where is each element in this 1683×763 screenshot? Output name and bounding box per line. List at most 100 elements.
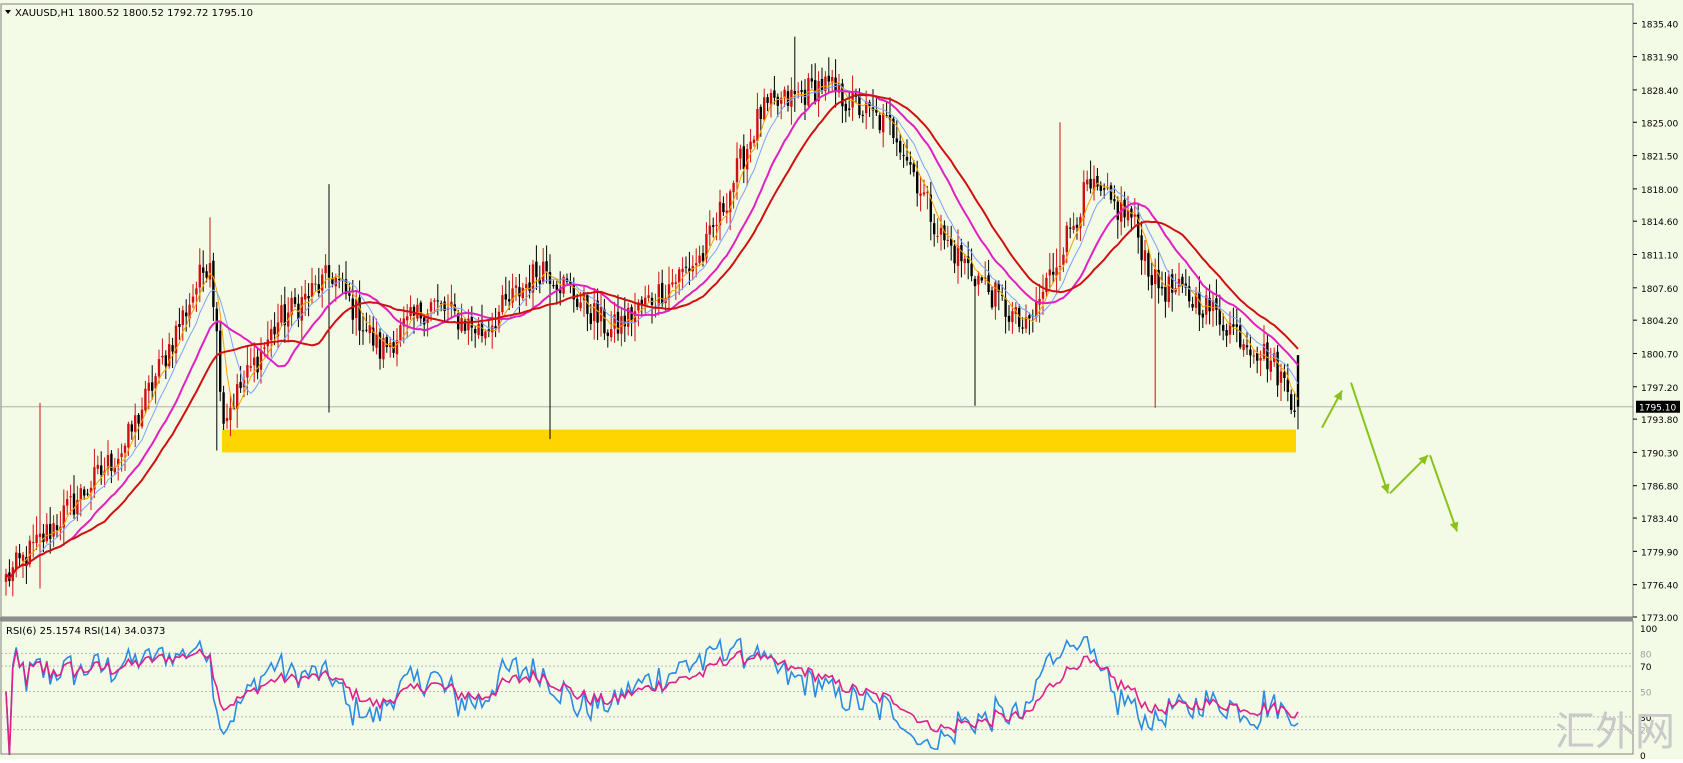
- candle-body: [644, 297, 647, 305]
- candle-body: [127, 423, 130, 448]
- candle-body: [18, 553, 21, 559]
- candle-body: [212, 260, 215, 308]
- candle-body: [423, 317, 426, 325]
- candle-body: [875, 109, 878, 113]
- candle-body: [933, 223, 936, 235]
- candle-body: [824, 76, 827, 92]
- candle-body: [402, 318, 405, 327]
- candle-body: [542, 261, 545, 283]
- candle-body: [647, 295, 650, 298]
- candle-body: [307, 295, 310, 299]
- y-tick-label: 1835.40: [1641, 20, 1678, 30]
- y-tick-label: 1814.60: [1641, 218, 1678, 228]
- moving-averages-layer: [5, 80, 1299, 580]
- y-tick-label: 1807.60: [1641, 285, 1678, 295]
- candle-body: [1116, 201, 1119, 220]
- candle-body: [640, 299, 643, 306]
- candle-body: [38, 533, 42, 538]
- candle-body: [572, 284, 575, 300]
- candle-body: [943, 225, 946, 241]
- candle-body: [433, 300, 436, 302]
- candle-body: [273, 326, 276, 335]
- y-tick-label: 1804.20: [1641, 317, 1678, 327]
- candle-body: [613, 314, 616, 329]
- candle-body: [552, 285, 555, 287]
- candle-body: [820, 78, 824, 91]
- candle-body: [637, 302, 640, 311]
- candle-body: [310, 283, 314, 297]
- candle-body: [174, 325, 178, 354]
- candle-body: [1296, 355, 1300, 407]
- candle-body: [331, 278, 334, 284]
- candle-body: [776, 96, 779, 106]
- candle-body: [1218, 308, 1221, 325]
- candle-body: [749, 141, 752, 150]
- candle-body: [144, 388, 147, 411]
- candle-body: [987, 275, 990, 293]
- candle-body: [198, 264, 201, 288]
- panel-separator: [0, 617, 1633, 621]
- current-price-tag: [1636, 400, 1680, 413]
- candle-body: [654, 306, 657, 308]
- candle-body: [1164, 286, 1167, 302]
- candle-body: [630, 307, 633, 322]
- candle-body: [1048, 269, 1051, 276]
- candle-body: [963, 258, 966, 264]
- candle-body: [1096, 175, 1099, 187]
- candle-body: [202, 267, 205, 273]
- candle-body: [253, 357, 256, 366]
- candle-body: [521, 287, 524, 299]
- candle-body: [15, 552, 18, 571]
- candle-body: [372, 327, 375, 346]
- candle-body: [603, 309, 606, 334]
- y-tick-label: 1776.40: [1641, 582, 1678, 592]
- axes-layer: 1835.40 1831.90 1828.40 1825.00 1821.50 1818.…: [0, 3, 1680, 755]
- candle-body: [188, 304, 191, 319]
- candle-body: [997, 283, 1000, 293]
- candle-body: [953, 245, 956, 264]
- candle-body: [1007, 315, 1011, 322]
- candle-body: [1109, 185, 1113, 200]
- candle-body: [55, 525, 59, 530]
- candle-body: [1279, 371, 1283, 383]
- candle-body: [1269, 360, 1272, 372]
- candle-body: [970, 263, 973, 277]
- candle-body: [412, 306, 416, 317]
- candle-body: [49, 523, 52, 539]
- y-tick-label: 1818.00: [1641, 186, 1678, 196]
- candle-body: [42, 533, 45, 543]
- rsi-tick-label: 100: [1640, 625, 1657, 635]
- candle-body: [851, 91, 854, 108]
- candle-body: [365, 329, 368, 331]
- candle-body: [681, 268, 684, 273]
- candle-body: [208, 263, 212, 280]
- candle-body: [841, 83, 844, 107]
- candle-body: [1065, 225, 1068, 253]
- candle-body: [922, 192, 926, 195]
- ma-mid-line: [5, 83, 1299, 579]
- dropdown-triangle-icon[interactable]: [5, 10, 11, 14]
- candle-body: [161, 355, 164, 358]
- candle-body: [164, 355, 167, 367]
- candle-body: [684, 266, 688, 268]
- candle-body: [93, 467, 96, 490]
- candle-body: [110, 453, 113, 471]
- ma-magenta-line: [5, 89, 1299, 580]
- candle-body: [1262, 343, 1266, 359]
- candle-body: [865, 101, 868, 114]
- candle-body: [120, 453, 123, 458]
- candle-body: [1069, 227, 1072, 229]
- rsi-level-label: 80: [1640, 650, 1652, 660]
- candle-body: [837, 83, 841, 93]
- candle-body: [786, 91, 790, 106]
- candle-body: [994, 282, 997, 307]
- candle-body: [1099, 184, 1102, 191]
- candle-body: [389, 343, 392, 348]
- candle-body: [545, 261, 548, 272]
- candle-body: [912, 163, 915, 173]
- candle-body: [579, 302, 582, 309]
- candle-body: [980, 277, 983, 281]
- candle-body: [1133, 214, 1136, 217]
- candle-body: [783, 89, 786, 98]
- candle-body: [1177, 278, 1181, 288]
